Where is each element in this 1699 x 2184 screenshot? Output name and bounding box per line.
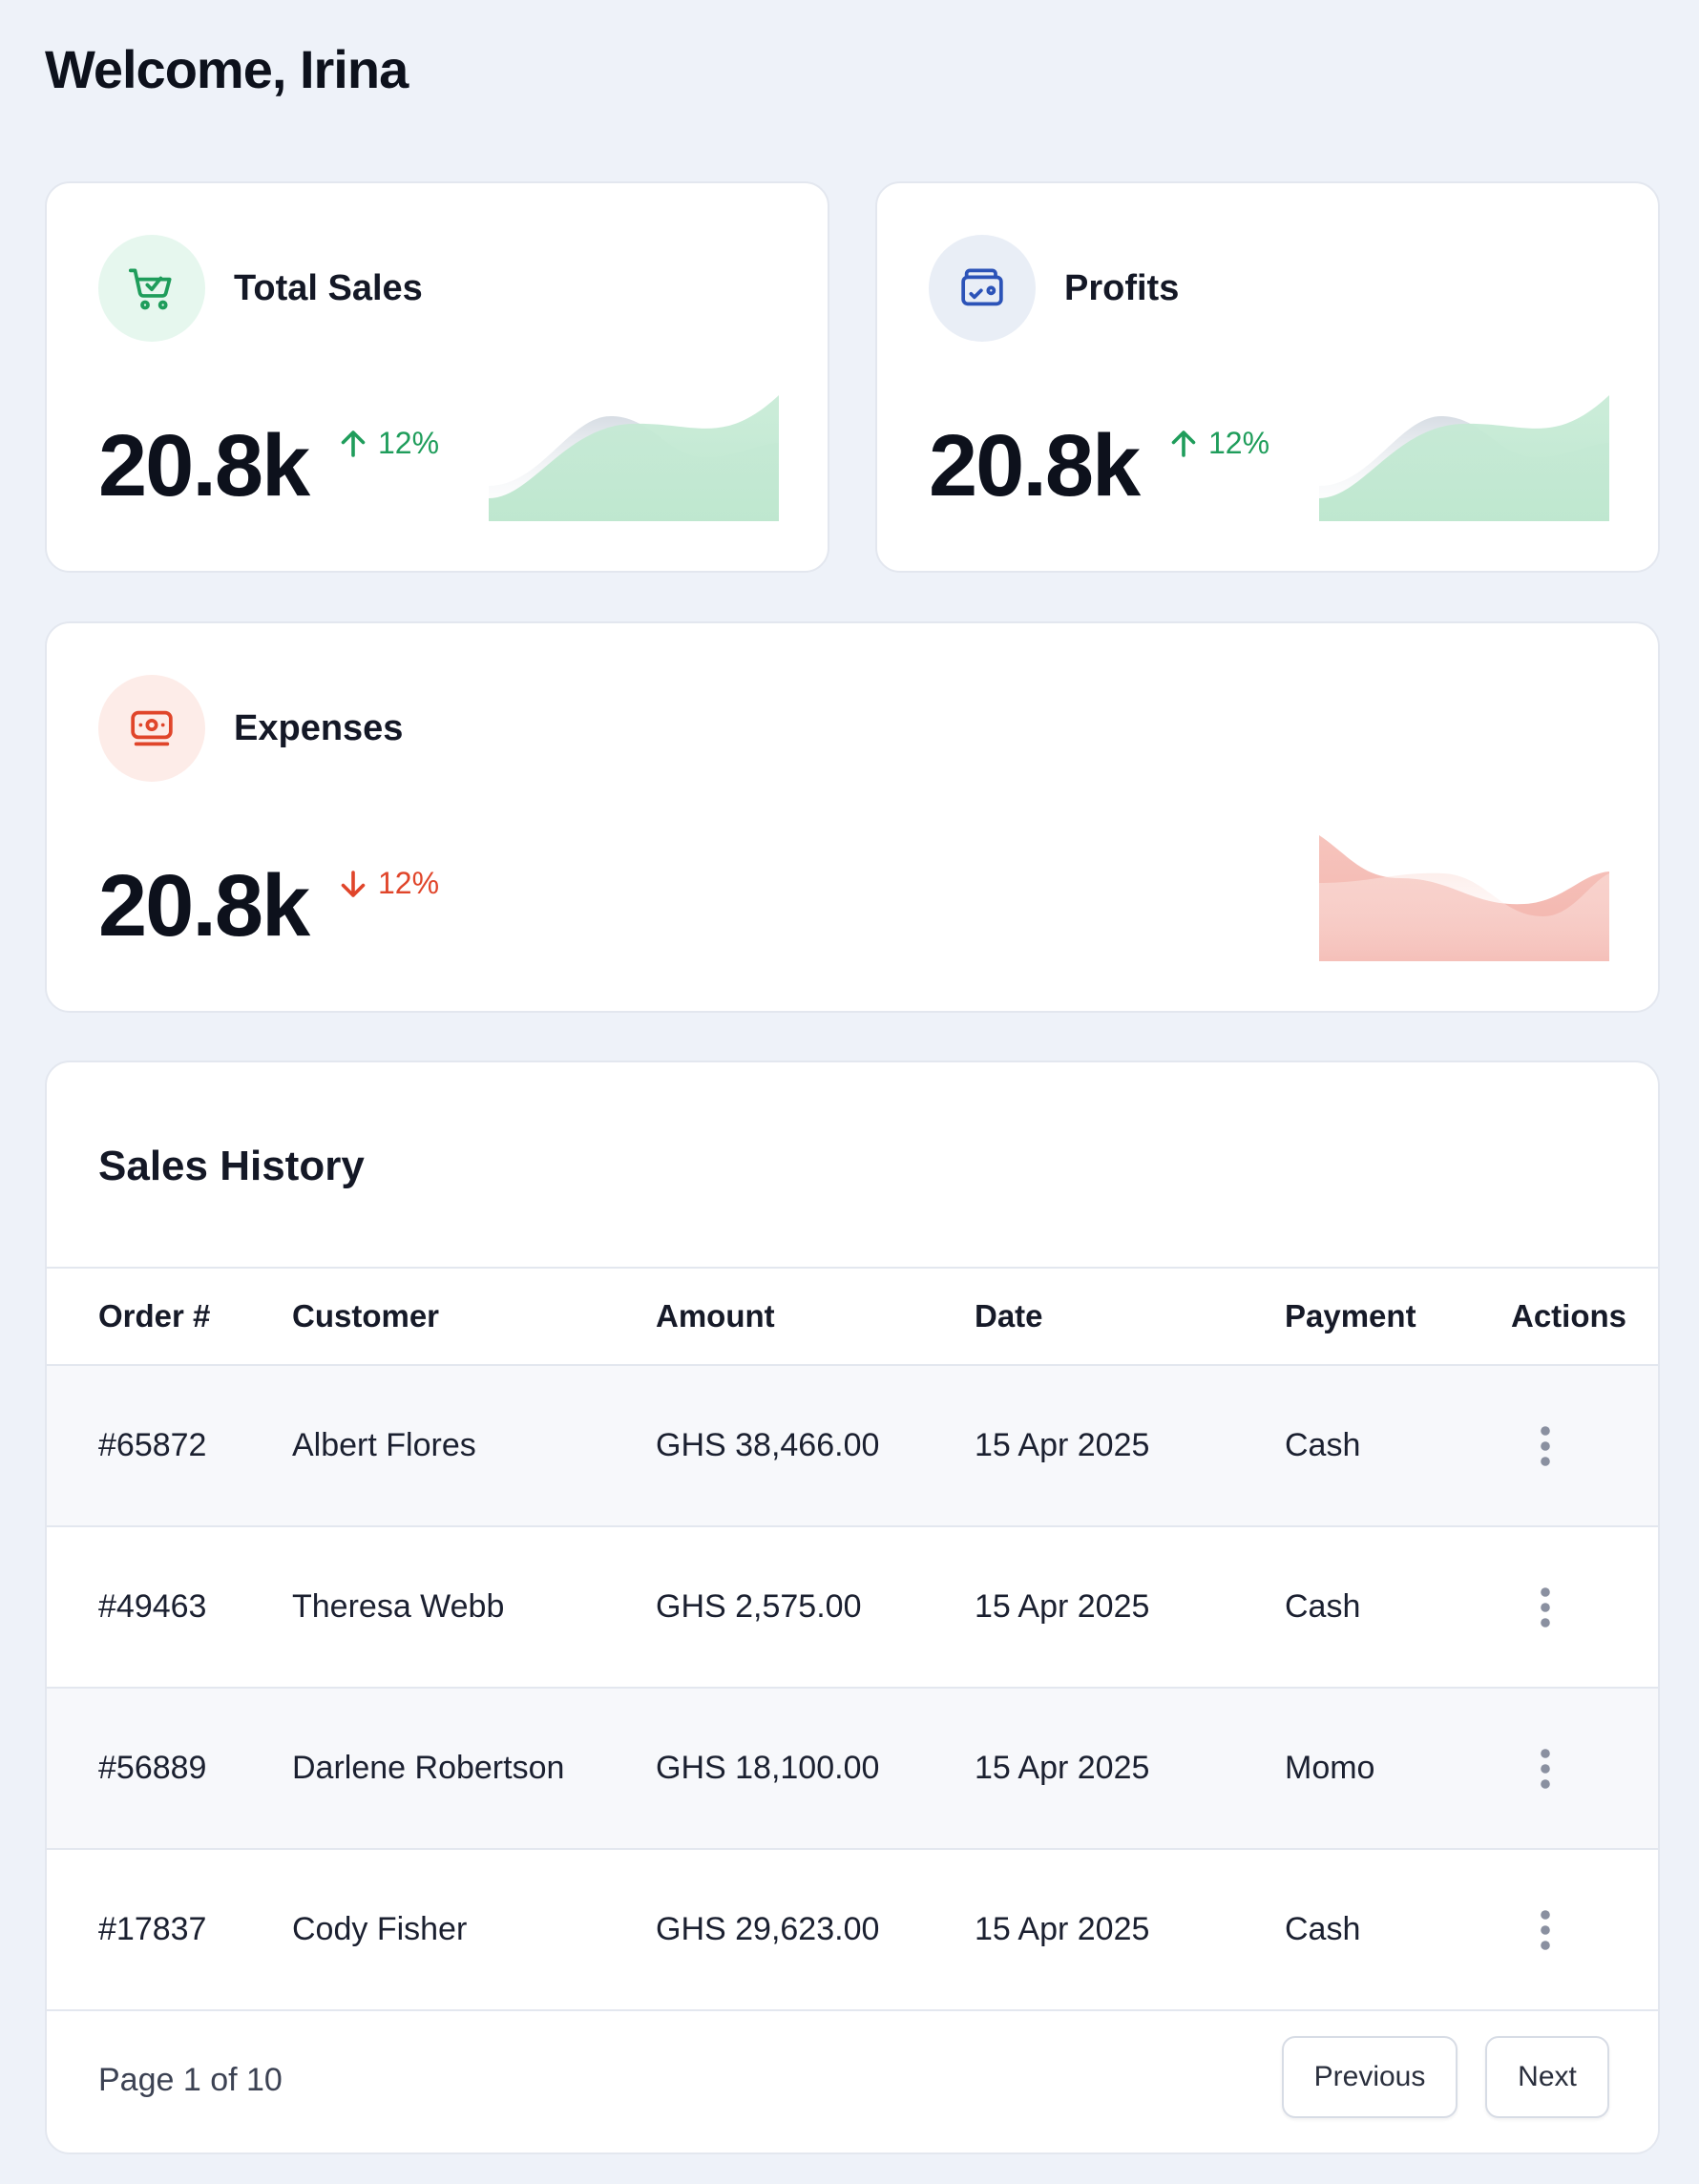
payment-method: Cash xyxy=(1285,1911,1361,1947)
column-header-payment: Payment xyxy=(1285,1298,1416,1334)
stat-title: Profits xyxy=(1064,267,1180,308)
stat-header: Expenses xyxy=(98,675,403,782)
pagination: Page 1 of 10 Previous Next xyxy=(47,2007,1658,2152)
stat-change: 12% xyxy=(1166,426,1269,461)
stat-value: 20.8k xyxy=(98,857,310,955)
arrow-up-icon xyxy=(1171,430,1196,457)
amount: GHS 38,466.00 xyxy=(656,1427,880,1463)
stat-header: Total Sales xyxy=(98,235,423,342)
stat-change-value: 12% xyxy=(1208,426,1270,460)
order-number: #17837 xyxy=(98,1911,207,1947)
more-options-icon[interactable] xyxy=(1540,1850,1551,2009)
arrow-up-icon xyxy=(341,430,366,457)
wallet-icon xyxy=(929,235,1036,342)
stat-title: Total Sales xyxy=(234,267,423,308)
date: 15 Apr 2025 xyxy=(975,1427,1150,1463)
date: 15 Apr 2025 xyxy=(975,1588,1150,1625)
amount: GHS 2,575.00 xyxy=(656,1588,862,1625)
column-header-customer: Customer xyxy=(292,1298,440,1334)
order-number: #56889 xyxy=(98,1750,207,1786)
total-sales-card: Total Sales 20.8k 12% xyxy=(45,181,829,573)
payment-method: Cash xyxy=(1285,1588,1361,1625)
sparkline-chart xyxy=(1319,835,1609,961)
date: 15 Apr 2025 xyxy=(975,1750,1150,1786)
customer-name: Cody Fisher xyxy=(292,1911,468,1947)
customer-name: Albert Flores xyxy=(292,1427,476,1463)
sparkline-chart xyxy=(1319,395,1609,521)
payment-method: Cash xyxy=(1285,1427,1361,1463)
customer-name: Darlene Robertson xyxy=(292,1750,565,1786)
column-header-order: Order # xyxy=(98,1298,211,1334)
sparkline-chart xyxy=(489,395,779,521)
order-number: #65872 xyxy=(98,1427,207,1463)
table-row: #49463 Theresa Webb GHS 2,575.00 15 Apr … xyxy=(47,1527,1658,1689)
section-title: Sales History xyxy=(98,1143,365,1189)
previous-button[interactable]: Previous xyxy=(1282,2036,1458,2118)
column-header-date: Date xyxy=(975,1298,1043,1334)
expenses-card: Expenses 20.8k 12% xyxy=(45,621,1660,1013)
table-body: #65872 Albert Flores GHS 38,466.00 15 Ap… xyxy=(47,1366,1658,2011)
table-row: #17837 Cody Fisher GHS 29,623.00 15 Apr … xyxy=(47,1850,1658,2011)
stat-change: 12% xyxy=(336,866,439,901)
table-row: #56889 Darlene Robertson GHS 18,100.00 1… xyxy=(47,1689,1658,1850)
arrow-down-icon xyxy=(341,870,366,897)
more-options-icon[interactable] xyxy=(1540,1689,1551,1848)
amount: GHS 18,100.00 xyxy=(656,1750,880,1786)
more-options-icon[interactable] xyxy=(1540,1366,1551,1525)
stat-change-value: 12% xyxy=(378,426,440,460)
stat-value: 20.8k xyxy=(929,417,1141,514)
customer-name: Theresa Webb xyxy=(292,1588,505,1625)
sales-history-card: Sales History Order # Customer Amount Da… xyxy=(45,1060,1660,2154)
order-number: #49463 xyxy=(98,1588,207,1625)
column-header-amount: Amount xyxy=(656,1298,775,1334)
more-options-icon[interactable] xyxy=(1540,1527,1551,1687)
date: 15 Apr 2025 xyxy=(975,1911,1150,1947)
stat-header: Profits xyxy=(929,235,1179,342)
money-icon xyxy=(98,675,205,782)
stat-value: 20.8k xyxy=(98,417,310,514)
page-info: Page 1 of 10 xyxy=(98,2061,283,2098)
payment-method: Momo xyxy=(1285,1750,1375,1786)
table-row: #65872 Albert Flores GHS 38,466.00 15 Ap… xyxy=(47,1366,1658,1527)
shopping-cart-icon xyxy=(98,235,205,342)
stat-change-value: 12% xyxy=(378,866,440,900)
amount: GHS 29,623.00 xyxy=(656,1911,880,1947)
column-header-actions: Actions xyxy=(1511,1298,1627,1334)
stat-title: Expenses xyxy=(234,707,404,748)
profits-card: Profits 20.8k 12% xyxy=(875,181,1660,573)
table-header: Order # Customer Amount Date Payment Act… xyxy=(47,1267,1658,1366)
next-button[interactable]: Next xyxy=(1485,2036,1609,2118)
page-title: Welcome, Irina xyxy=(45,39,409,99)
stat-change: 12% xyxy=(336,426,439,461)
